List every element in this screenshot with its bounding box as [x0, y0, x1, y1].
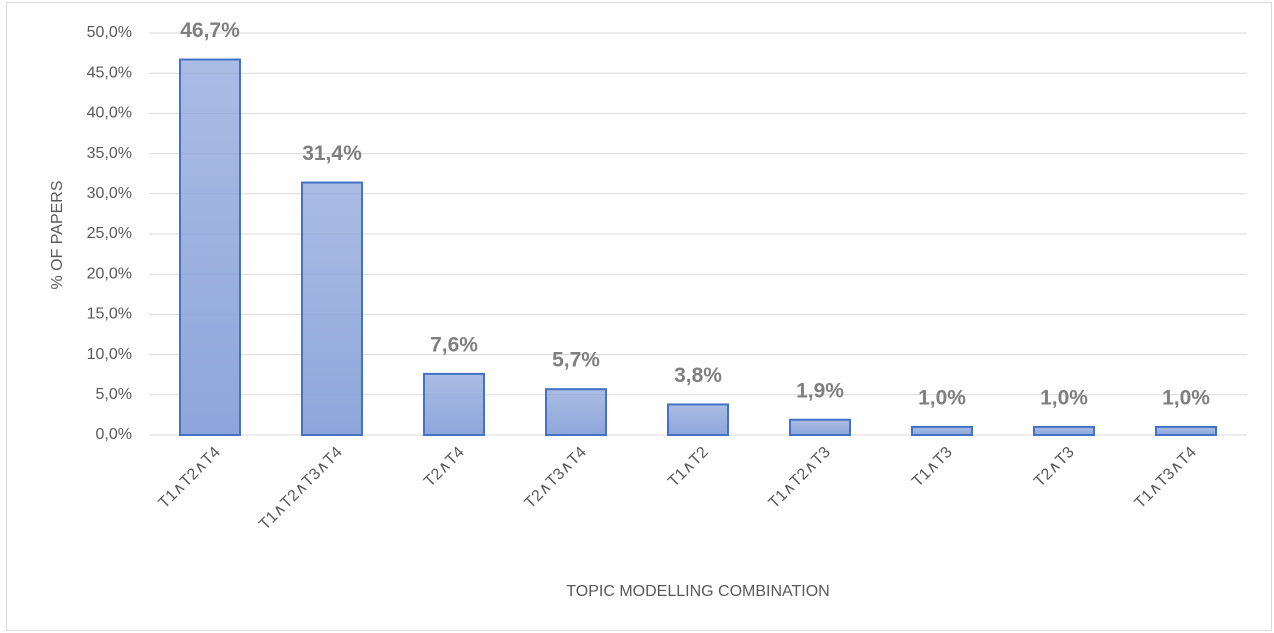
- y-tick-label: 45,0%: [87, 64, 132, 81]
- data-label: 1,0%: [1040, 387, 1088, 410]
- y-tick-label: 20,0%: [87, 265, 132, 282]
- data-label: 3,8%: [674, 364, 722, 387]
- bar: [179, 58, 241, 436]
- bar: [423, 372, 485, 436]
- y-tick-label: 0,0%: [96, 426, 132, 443]
- y-tick-label: 30,0%: [87, 185, 132, 202]
- data-label: 31,4%: [302, 142, 362, 165]
- bar: [1033, 425, 1095, 436]
- bar: [667, 403, 729, 436]
- data-label: 1,0%: [918, 387, 966, 410]
- data-label: 1,9%: [796, 379, 844, 402]
- data-label: 1,0%: [1162, 387, 1210, 410]
- data-label: 5,7%: [552, 349, 600, 372]
- bar: [545, 388, 607, 436]
- bar: [1155, 425, 1217, 436]
- y-tick-label: 40,0%: [87, 105, 132, 122]
- y-tick-label: 10,0%: [87, 346, 132, 363]
- y-tick-label: 35,0%: [87, 145, 132, 162]
- data-label: 7,6%: [430, 333, 478, 356]
- bar: [301, 181, 363, 436]
- y-tick-label: 15,0%: [87, 306, 132, 323]
- data-label: 46,7%: [180, 19, 240, 42]
- y-tick-label: 25,0%: [87, 225, 132, 242]
- x-axis-title: TOPIC MODELLING COMBINATION: [566, 583, 829, 600]
- bar: [789, 418, 851, 436]
- y-axis-title: % OF PAPERS: [49, 180, 66, 289]
- bar: [911, 425, 973, 436]
- y-tick-label: 50,0%: [87, 24, 132, 41]
- y-tick-label: 5,0%: [96, 386, 132, 403]
